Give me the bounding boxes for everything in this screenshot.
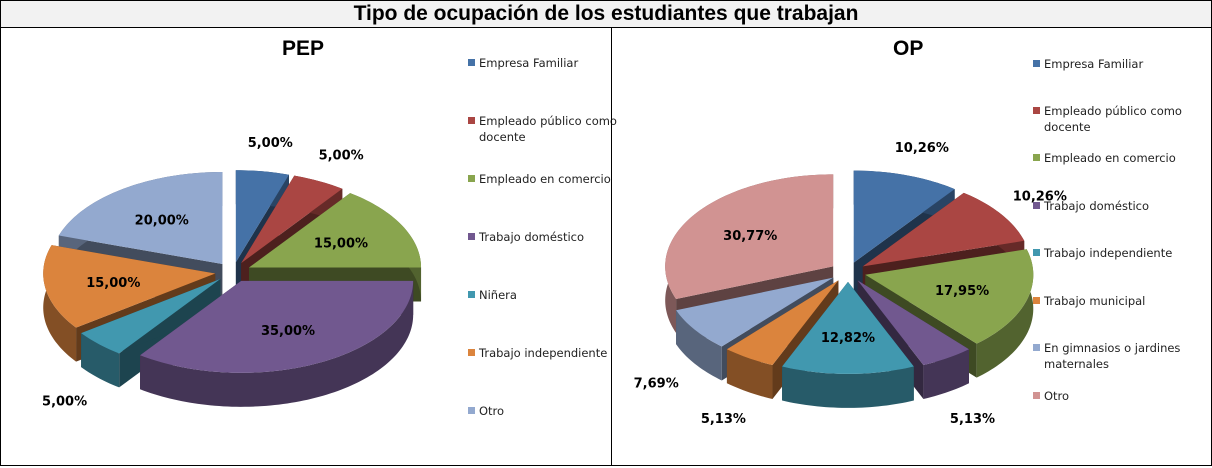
legend-item: Trabajo doméstico (468, 229, 629, 245)
pie-slice-trabajo-dom-stico (857, 280, 969, 366)
pie-slice-side (140, 280, 414, 407)
data-label: 5,00% (248, 136, 293, 151)
data-label: 15,00% (86, 276, 140, 291)
figure-title: Tipo de ocupación de los estudiantes que… (0, 0, 1212, 28)
legend-item: En gimnasios o jardines maternales (1033, 340, 1194, 372)
legend-swatch (1033, 392, 1040, 399)
data-label: 15,00% (314, 236, 368, 251)
legend-label: Empleado público como docente (1044, 104, 1182, 134)
legend-label: Trabajo doméstico (1044, 199, 1150, 213)
pie-slice-empleado-en-comercio (865, 249, 1034, 344)
pie-plot: 10,26% 10,26% 17,95% 5,13% 12,82% 5,13% 7,69% 3… (634, 141, 1067, 427)
pie-slice-en-gimnasios-o-jardines-maternales (676, 277, 834, 347)
legend-label: Trabajo independiente (479, 346, 608, 360)
data-label: 30,77% (723, 229, 777, 244)
legend-swatch (1033, 344, 1040, 351)
legend-label: Otro (1044, 389, 1070, 403)
pie-plot: 5,00% 5,00% 15,00% 35,00% 5,00% 15,00% 20,00% (42, 136, 422, 409)
data-label: 10,26% (895, 141, 949, 156)
pie-slice-empleado-p-blico-como-docente (241, 175, 343, 264)
pie-slice-empresa-familiar (235, 170, 289, 263)
legend-item: Trabajo doméstico (1033, 198, 1194, 214)
data-label: 5,00% (319, 148, 364, 163)
legend-item: Empresa Familiar (1033, 56, 1194, 72)
data-label: 5,13% (950, 412, 995, 427)
legend-swatch (468, 407, 475, 414)
pie-slice-otro (58, 171, 223, 264)
legend-label: Empresa Familiar (1044, 57, 1144, 71)
legend-label: Empresa Familiar (479, 56, 579, 70)
legend-label: Empleado público como docente (479, 114, 617, 144)
chart-title: PEP (282, 37, 325, 60)
pie-slice-ni-era (81, 279, 221, 354)
pie-slice-otro (665, 174, 834, 299)
legend-item: Trabajo independiente (468, 345, 629, 361)
legend-item: Empresa Familiar (468, 55, 629, 71)
data-label: 20,00% (135, 213, 189, 228)
pie-slice-trabajo-dom-stico (140, 280, 414, 373)
data-label: 5,13% (701, 412, 746, 427)
legend-label: Otro (479, 404, 505, 418)
legend-swatch (468, 59, 475, 66)
legend-swatch (1033, 60, 1040, 67)
pie-slice-side (782, 366, 914, 408)
legend-item: Trabajo independiente (1033, 245, 1194, 261)
legend-swatch (468, 175, 475, 182)
legend-swatch (1033, 202, 1040, 209)
data-label: 35,00% (261, 324, 315, 339)
data-label: 17,95% (935, 284, 989, 299)
legend-swatch (468, 233, 475, 240)
legend-item: Empleado público como docente (468, 113, 629, 145)
pie-slice-side (923, 349, 969, 400)
legend-swatch (1033, 297, 1040, 304)
legend-label: Empleado en comercio (1044, 151, 1176, 165)
legend-swatch (1033, 249, 1040, 256)
legend-item: Otro (1033, 388, 1194, 404)
pie-slice-side (726, 349, 773, 399)
legend-item: Niñera (468, 287, 629, 303)
chart-title: OP (893, 37, 924, 60)
data-label: 5,00% (42, 394, 87, 409)
data-label: 12,82% (821, 331, 875, 346)
legend-label: Niñera (479, 288, 517, 302)
legend-item: Empleado en comercio (468, 171, 629, 187)
legend-label: Trabajo independiente (1044, 246, 1173, 260)
legend-swatch (468, 117, 475, 124)
pie-slice-empresa-familiar (853, 170, 955, 263)
pie-slice-trabajo-municipal (726, 280, 839, 365)
legend-label: Trabajo municipal (1044, 294, 1146, 308)
pie-slice-trabajo-independiente (782, 281, 914, 374)
pie-slice-side (81, 333, 120, 388)
data-label: 10,26% (1013, 190, 1067, 205)
pie-slice-side (676, 310, 722, 381)
pie-slice-side (976, 249, 1034, 378)
legend-item: Empleado público como docente (1033, 103, 1194, 135)
legend-swatch (468, 291, 475, 298)
legend-swatch (1033, 154, 1040, 161)
legend-item: Otro (468, 403, 629, 419)
pie-slice-empleado-en-comercio (249, 193, 422, 268)
pie-slice-trabajo-independiente (43, 245, 216, 328)
legend-item: Trabajo municipal (1033, 293, 1194, 309)
legend-label: Trabajo doméstico (479, 230, 585, 244)
data-label: 7,69% (634, 376, 679, 391)
op-chart-panel: OP 10,26% 10,26% 17,95% 5,13% 12,82% 5,13% 7,6… (611, 27, 1212, 466)
legend-label: En gimnasios o jardines maternales (1044, 341, 1181, 371)
legend-label: Empleado en comercio (479, 172, 611, 186)
pie-slice-empleado-p-blico-como-docente (862, 192, 1025, 267)
legend-swatch (468, 349, 475, 356)
legend-item: Empleado en comercio (1033, 150, 1194, 166)
pep-chart-panel: PEP 5,00% 5,00% 15,00% 35,00% 5,00% 15,00% 20,… (0, 27, 617, 466)
legend-swatch (1033, 107, 1040, 114)
